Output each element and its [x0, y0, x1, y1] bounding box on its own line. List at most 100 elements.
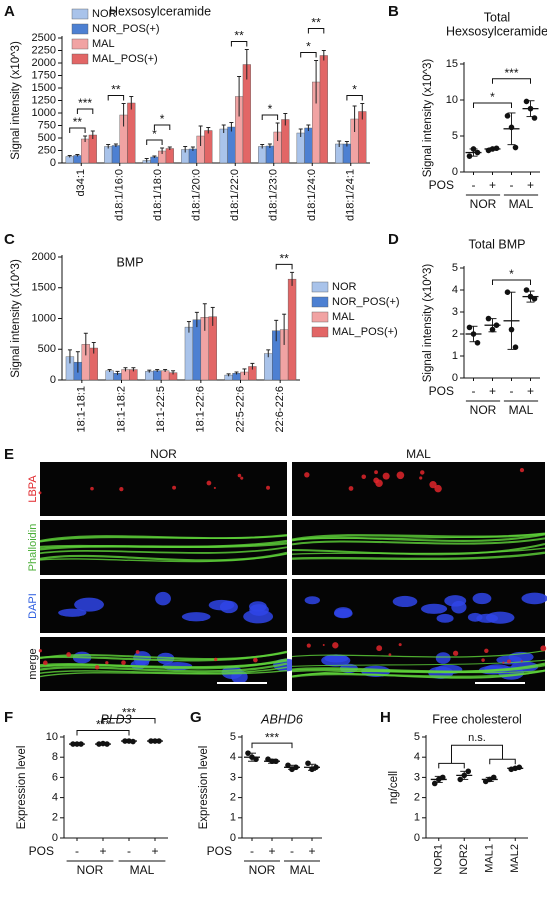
x-tick-label: 18:1-18:2	[115, 386, 127, 432]
bracket-line	[300, 52, 317, 58]
y-tick-label: 5	[414, 731, 420, 743]
significance-label: **	[234, 29, 244, 43]
panel-letter: C	[4, 231, 15, 248]
chart-title: BMP	[116, 255, 143, 269]
y-tick-label: 1250	[32, 94, 56, 106]
lbpa-signal	[206, 480, 212, 486]
y-tick-label: 1500	[32, 282, 56, 294]
significance-label: ***	[265, 730, 279, 744]
significance-label: **	[73, 115, 83, 129]
data-point	[470, 331, 477, 337]
data-point	[74, 741, 80, 747]
data-point	[466, 324, 473, 331]
phalloidin-signal	[39, 651, 288, 660]
lbpa-signal	[374, 470, 378, 475]
bar	[145, 371, 154, 381]
legend-label: NOR	[92, 8, 117, 20]
group-label: NOR	[470, 403, 497, 417]
significance-bracket: **	[69, 115, 86, 133]
dapi-signal	[436, 613, 454, 623]
error-bar	[75, 154, 80, 157]
y-tick-label: 4	[230, 751, 236, 763]
group-label: MAL	[509, 403, 534, 417]
error-bar	[123, 367, 128, 372]
significance-label: **	[111, 83, 121, 97]
phalloidin-signal	[39, 662, 288, 673]
bar	[105, 370, 114, 381]
dapi-signal	[521, 592, 547, 605]
data-point	[470, 146, 477, 152]
bracket-line	[307, 28, 325, 34]
y-tick-label: 2250	[32, 44, 56, 56]
lbpa-signal	[382, 472, 390, 480]
chart-title: Hexsosylceramide	[109, 4, 211, 18]
phalloidin-signal	[291, 532, 546, 541]
phalloidin-signal	[291, 659, 546, 667]
significance-label: ***	[78, 96, 92, 110]
micrograph	[292, 579, 547, 633]
data-point	[531, 115, 538, 121]
legend-swatch	[71, 23, 89, 35]
data-point	[457, 776, 464, 783]
bar	[304, 127, 313, 164]
y-tick-label: 500	[38, 343, 56, 355]
bar	[165, 148, 174, 164]
x-tick-label: d34:1	[75, 169, 87, 197]
micrograph-background	[292, 579, 545, 633]
bar	[227, 126, 236, 164]
error-bar	[167, 146, 172, 150]
bar	[88, 134, 97, 164]
dapi-signal	[421, 603, 448, 614]
bar	[81, 138, 90, 164]
error-bar	[314, 60, 319, 104]
error-bar	[183, 146, 188, 153]
y-tick-label: 1000	[32, 107, 56, 119]
data-point	[489, 326, 496, 333]
lbpa-signal	[540, 645, 547, 652]
y-tick-label: 1000	[32, 312, 56, 324]
legend-label: NOR	[332, 281, 357, 293]
significance-label: ***	[122, 706, 136, 720]
error-bar	[210, 306, 215, 326]
data-point	[293, 764, 299, 771]
data-point	[431, 780, 438, 787]
significance-bracket: *	[492, 267, 531, 285]
bar	[184, 326, 194, 381]
error-bar	[115, 370, 120, 376]
x-tick-label: 22:5-22:6	[234, 386, 246, 432]
significance-label: ***	[96, 718, 110, 732]
y-tick-label: 250	[38, 144, 56, 156]
y-tick-label: 1	[230, 812, 236, 824]
micrograph	[39, 520, 288, 575]
legend-swatch	[71, 8, 89, 20]
legend: NOR NOR_POS(+) MAL MAL_POS(+)	[311, 281, 400, 338]
error-bar	[321, 50, 326, 61]
row-label: Phalloidin	[27, 524, 39, 572]
data-point	[122, 738, 128, 744]
error-bar	[206, 127, 211, 134]
significance-bracket: ***	[492, 66, 531, 84]
x-tick-label: d18:1/16:0	[114, 169, 126, 221]
error-bar	[171, 370, 176, 375]
x-tick-label: d18:1/24:1	[345, 169, 357, 221]
chart-title: Hexsosylceramide	[446, 24, 547, 38]
error-bar	[155, 369, 160, 373]
error-bar	[344, 141, 349, 147]
legend-swatch	[311, 281, 329, 293]
chart-title: Free cholesterol	[432, 712, 522, 726]
lbpa-signal	[373, 477, 379, 484]
bracket-line	[275, 263, 293, 270]
data-point	[523, 287, 530, 293]
phalloidin-signal	[39, 551, 288, 562]
micrograph	[38, 637, 298, 691]
y-tick-label: 2500	[32, 32, 56, 44]
lbpa-signal	[452, 650, 459, 656]
x-tick-label: -	[75, 844, 79, 858]
error-bar	[290, 271, 295, 286]
bar	[264, 353, 273, 381]
y-tick-label: 3	[414, 771, 420, 783]
group-row-label: POS	[429, 384, 454, 398]
y-tick-label: 2	[452, 328, 458, 340]
error-bar	[275, 122, 280, 141]
